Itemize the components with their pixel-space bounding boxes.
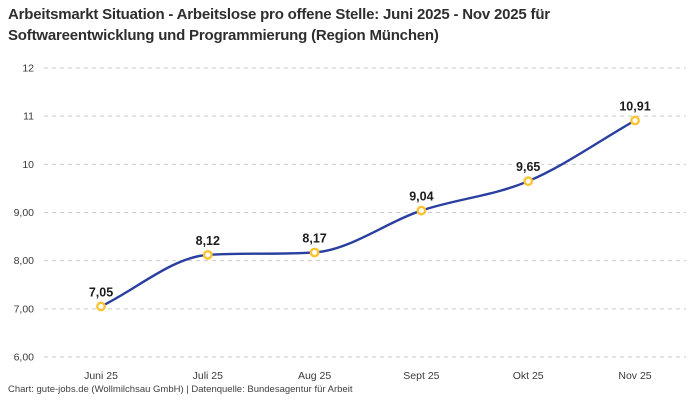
- data-point-label: 8,12: [196, 234, 220, 248]
- data-point-label: 8,17: [302, 231, 326, 245]
- data-point-marker: [630, 115, 640, 126]
- data-point-marker: [309, 247, 320, 258]
- x-tick-label: Aug 25: [298, 370, 331, 382]
- x-tick-label: Nov 25: [618, 370, 651, 382]
- line-series: [99, 119, 637, 308]
- chart-footer-attribution: Chart: gute-jobs.de (Wollmilchsau GmbH) …: [8, 384, 353, 395]
- y-tick-label: 10: [22, 159, 34, 171]
- chart-title: Arbeitsmarkt Situation - Arbeitslose pro…: [8, 6, 550, 44]
- data-point-marker: [202, 249, 213, 260]
- x-tick-label: Juli 25: [193, 370, 224, 382]
- y-tick-label: 8,00: [14, 255, 35, 267]
- data-point-label: 9,04: [409, 190, 433, 204]
- x-tick-label: Juni 25: [84, 370, 118, 382]
- y-tick-label: 9,00: [14, 207, 35, 219]
- y-tick-label: 6,00: [14, 352, 35, 364]
- data-point-marker: [523, 176, 534, 187]
- y-tick-label: 11: [23, 111, 34, 123]
- y-tick-label: 7,00: [14, 303, 35, 315]
- data-point-label: 7,05: [89, 285, 113, 299]
- data-point-label: 10,91: [619, 100, 650, 114]
- data-point-marker: [416, 205, 427, 216]
- data-point-label: 9,65: [516, 160, 540, 174]
- x-tick-label: Okt 25: [513, 370, 544, 382]
- x-tick-label: Sept 25: [403, 370, 439, 382]
- y-tick-label: 12: [22, 63, 34, 75]
- data-point-marker: [96, 301, 106, 312]
